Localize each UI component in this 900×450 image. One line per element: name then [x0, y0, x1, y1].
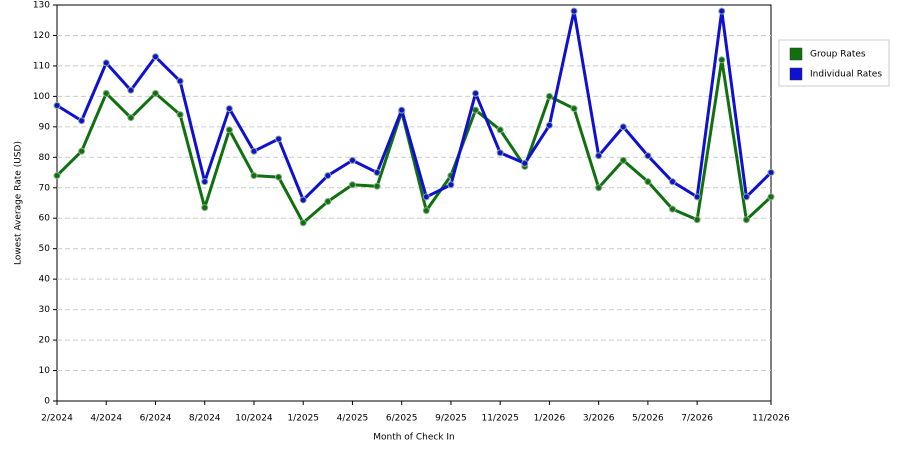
y-tick-label: 120: [33, 31, 50, 41]
x-tick-label: 11/2026: [752, 414, 790, 424]
data-point: [151, 53, 159, 61]
data-point: [275, 135, 283, 143]
data-point: [151, 89, 159, 97]
x-tick-label: 5/2026: [632, 414, 664, 424]
x-tick-label: 9/2025: [435, 414, 467, 424]
data-point: [447, 181, 455, 189]
data-point: [102, 89, 110, 97]
data-point: [250, 147, 258, 155]
plot-area: [56, 4, 772, 402]
data-point: [767, 169, 775, 177]
y-tick-label: 20: [39, 336, 51, 346]
data-point: [176, 77, 184, 85]
data-point: [545, 121, 553, 129]
data-point: [299, 196, 307, 204]
y-tick-label: 30: [39, 305, 51, 315]
x-tick-label: 1/2025: [287, 414, 319, 424]
data-point: [669, 205, 677, 213]
data-point: [324, 197, 332, 205]
data-point: [767, 193, 775, 201]
legend-label: Individual Rates: [810, 70, 882, 80]
data-point: [348, 181, 356, 189]
series-line: [55, 58, 773, 225]
y-axis-label: Lowest Average Rate (USD): [14, 141, 24, 265]
y-tick-label: 60: [39, 214, 51, 224]
data-point: [78, 147, 86, 155]
data-point: [718, 7, 726, 15]
data-point: [619, 156, 627, 164]
y-tick-label: 110: [33, 61, 50, 71]
y-tick-label: 130: [33, 1, 50, 11]
data-point: [201, 178, 209, 186]
y-tick-label: 10: [39, 366, 51, 376]
x-tick-label: 1/2026: [534, 414, 566, 424]
data-point: [619, 123, 627, 131]
data-point: [348, 156, 356, 164]
x-tick-label: 10/2024: [235, 414, 273, 424]
data-point: [595, 184, 603, 192]
y-tick-label: 70: [39, 183, 51, 193]
x-tick-label: 3/2026: [583, 414, 615, 424]
data-point: [570, 7, 578, 15]
data-point: [669, 178, 677, 186]
data-point: [225, 105, 233, 113]
data-point: [225, 126, 233, 134]
y-tick-label: 100: [33, 92, 50, 102]
legend-swatch: [789, 67, 803, 81]
y-tick-label: 50: [39, 244, 51, 254]
data-point: [299, 219, 307, 227]
y-tick-label: 80: [39, 153, 51, 163]
x-tick-label: 7/2026: [681, 414, 713, 424]
x-tick-label: 11/2025: [481, 414, 518, 424]
data-point: [275, 173, 283, 181]
data-point: [53, 102, 61, 110]
data-point: [693, 193, 701, 201]
x-tick-label: 2/2024: [41, 414, 73, 424]
x-tick-label: 4/2025: [337, 414, 369, 424]
data-point: [422, 193, 430, 201]
data-point: [373, 182, 381, 190]
y-tick-label: 90: [39, 122, 51, 132]
data-point: [742, 216, 750, 224]
y-tick-label: 40: [39, 275, 51, 285]
data-point: [250, 172, 258, 180]
data-point: [521, 159, 529, 167]
data-point: [53, 172, 61, 180]
data-point: [127, 86, 135, 94]
data-point: [176, 111, 184, 119]
data-point: [127, 114, 135, 122]
data-point: [102, 59, 110, 67]
x-tick-label: 4/2024: [90, 414, 122, 424]
y-tick-label: 0: [44, 397, 50, 407]
data-point: [422, 207, 430, 215]
data-point: [644, 152, 652, 160]
series-line: [56, 9, 773, 202]
data-point: [545, 92, 553, 100]
data-point: [472, 106, 480, 114]
data-point: [324, 172, 332, 180]
x-tick-label: 6/2025: [386, 414, 418, 424]
data-point: [496, 149, 504, 157]
data-point: [718, 56, 726, 64]
x-axis-label: Month of Check In: [373, 433, 455, 443]
legend-label: Group Rates: [810, 50, 866, 60]
data-point: [742, 193, 750, 201]
data-point: [496, 126, 504, 134]
legend-swatch: [789, 47, 803, 61]
x-tick-label: 8/2024: [189, 414, 221, 424]
data-point: [472, 89, 480, 97]
data-point: [644, 178, 652, 186]
x-tick-label: 6/2024: [140, 414, 172, 424]
data-point: [78, 117, 86, 125]
data-point: [595, 152, 603, 160]
data-point: [570, 105, 578, 113]
data-point: [693, 216, 701, 224]
data-point: [201, 204, 209, 212]
data-point: [398, 106, 406, 114]
data-point: [373, 169, 381, 177]
